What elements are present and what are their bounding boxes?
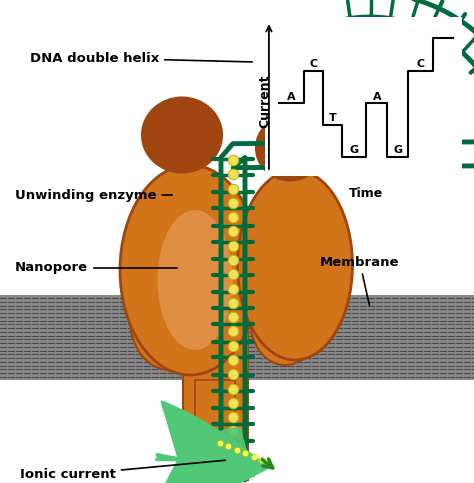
- Bar: [195, 380, 235, 480]
- Text: C: C: [309, 59, 318, 69]
- Text: A: A: [287, 92, 296, 101]
- Polygon shape: [205, 428, 251, 468]
- Text: DNA double helix: DNA double helix: [30, 52, 252, 65]
- Ellipse shape: [237, 170, 353, 360]
- Text: Current: Current: [258, 74, 271, 128]
- Text: Membrane: Membrane: [320, 256, 400, 305]
- Text: C: C: [416, 59, 424, 69]
- Bar: [183, 265, 248, 370]
- Text: A: A: [373, 92, 381, 101]
- Ellipse shape: [256, 115, 324, 181]
- Ellipse shape: [142, 98, 222, 172]
- Bar: [183, 250, 248, 480]
- Text: Unwinding enzyme: Unwinding enzyme: [15, 188, 172, 201]
- Text: Time: Time: [349, 187, 383, 200]
- Text: G: G: [393, 145, 402, 156]
- Ellipse shape: [120, 165, 260, 375]
- Ellipse shape: [157, 210, 233, 350]
- Bar: [0, 295, 474, 380]
- Ellipse shape: [250, 275, 320, 365]
- Text: T: T: [328, 113, 337, 123]
- Text: Nanopore: Nanopore: [15, 261, 177, 274]
- Text: G: G: [350, 145, 359, 156]
- Ellipse shape: [130, 270, 210, 370]
- Text: Ionic current: Ionic current: [20, 460, 225, 482]
